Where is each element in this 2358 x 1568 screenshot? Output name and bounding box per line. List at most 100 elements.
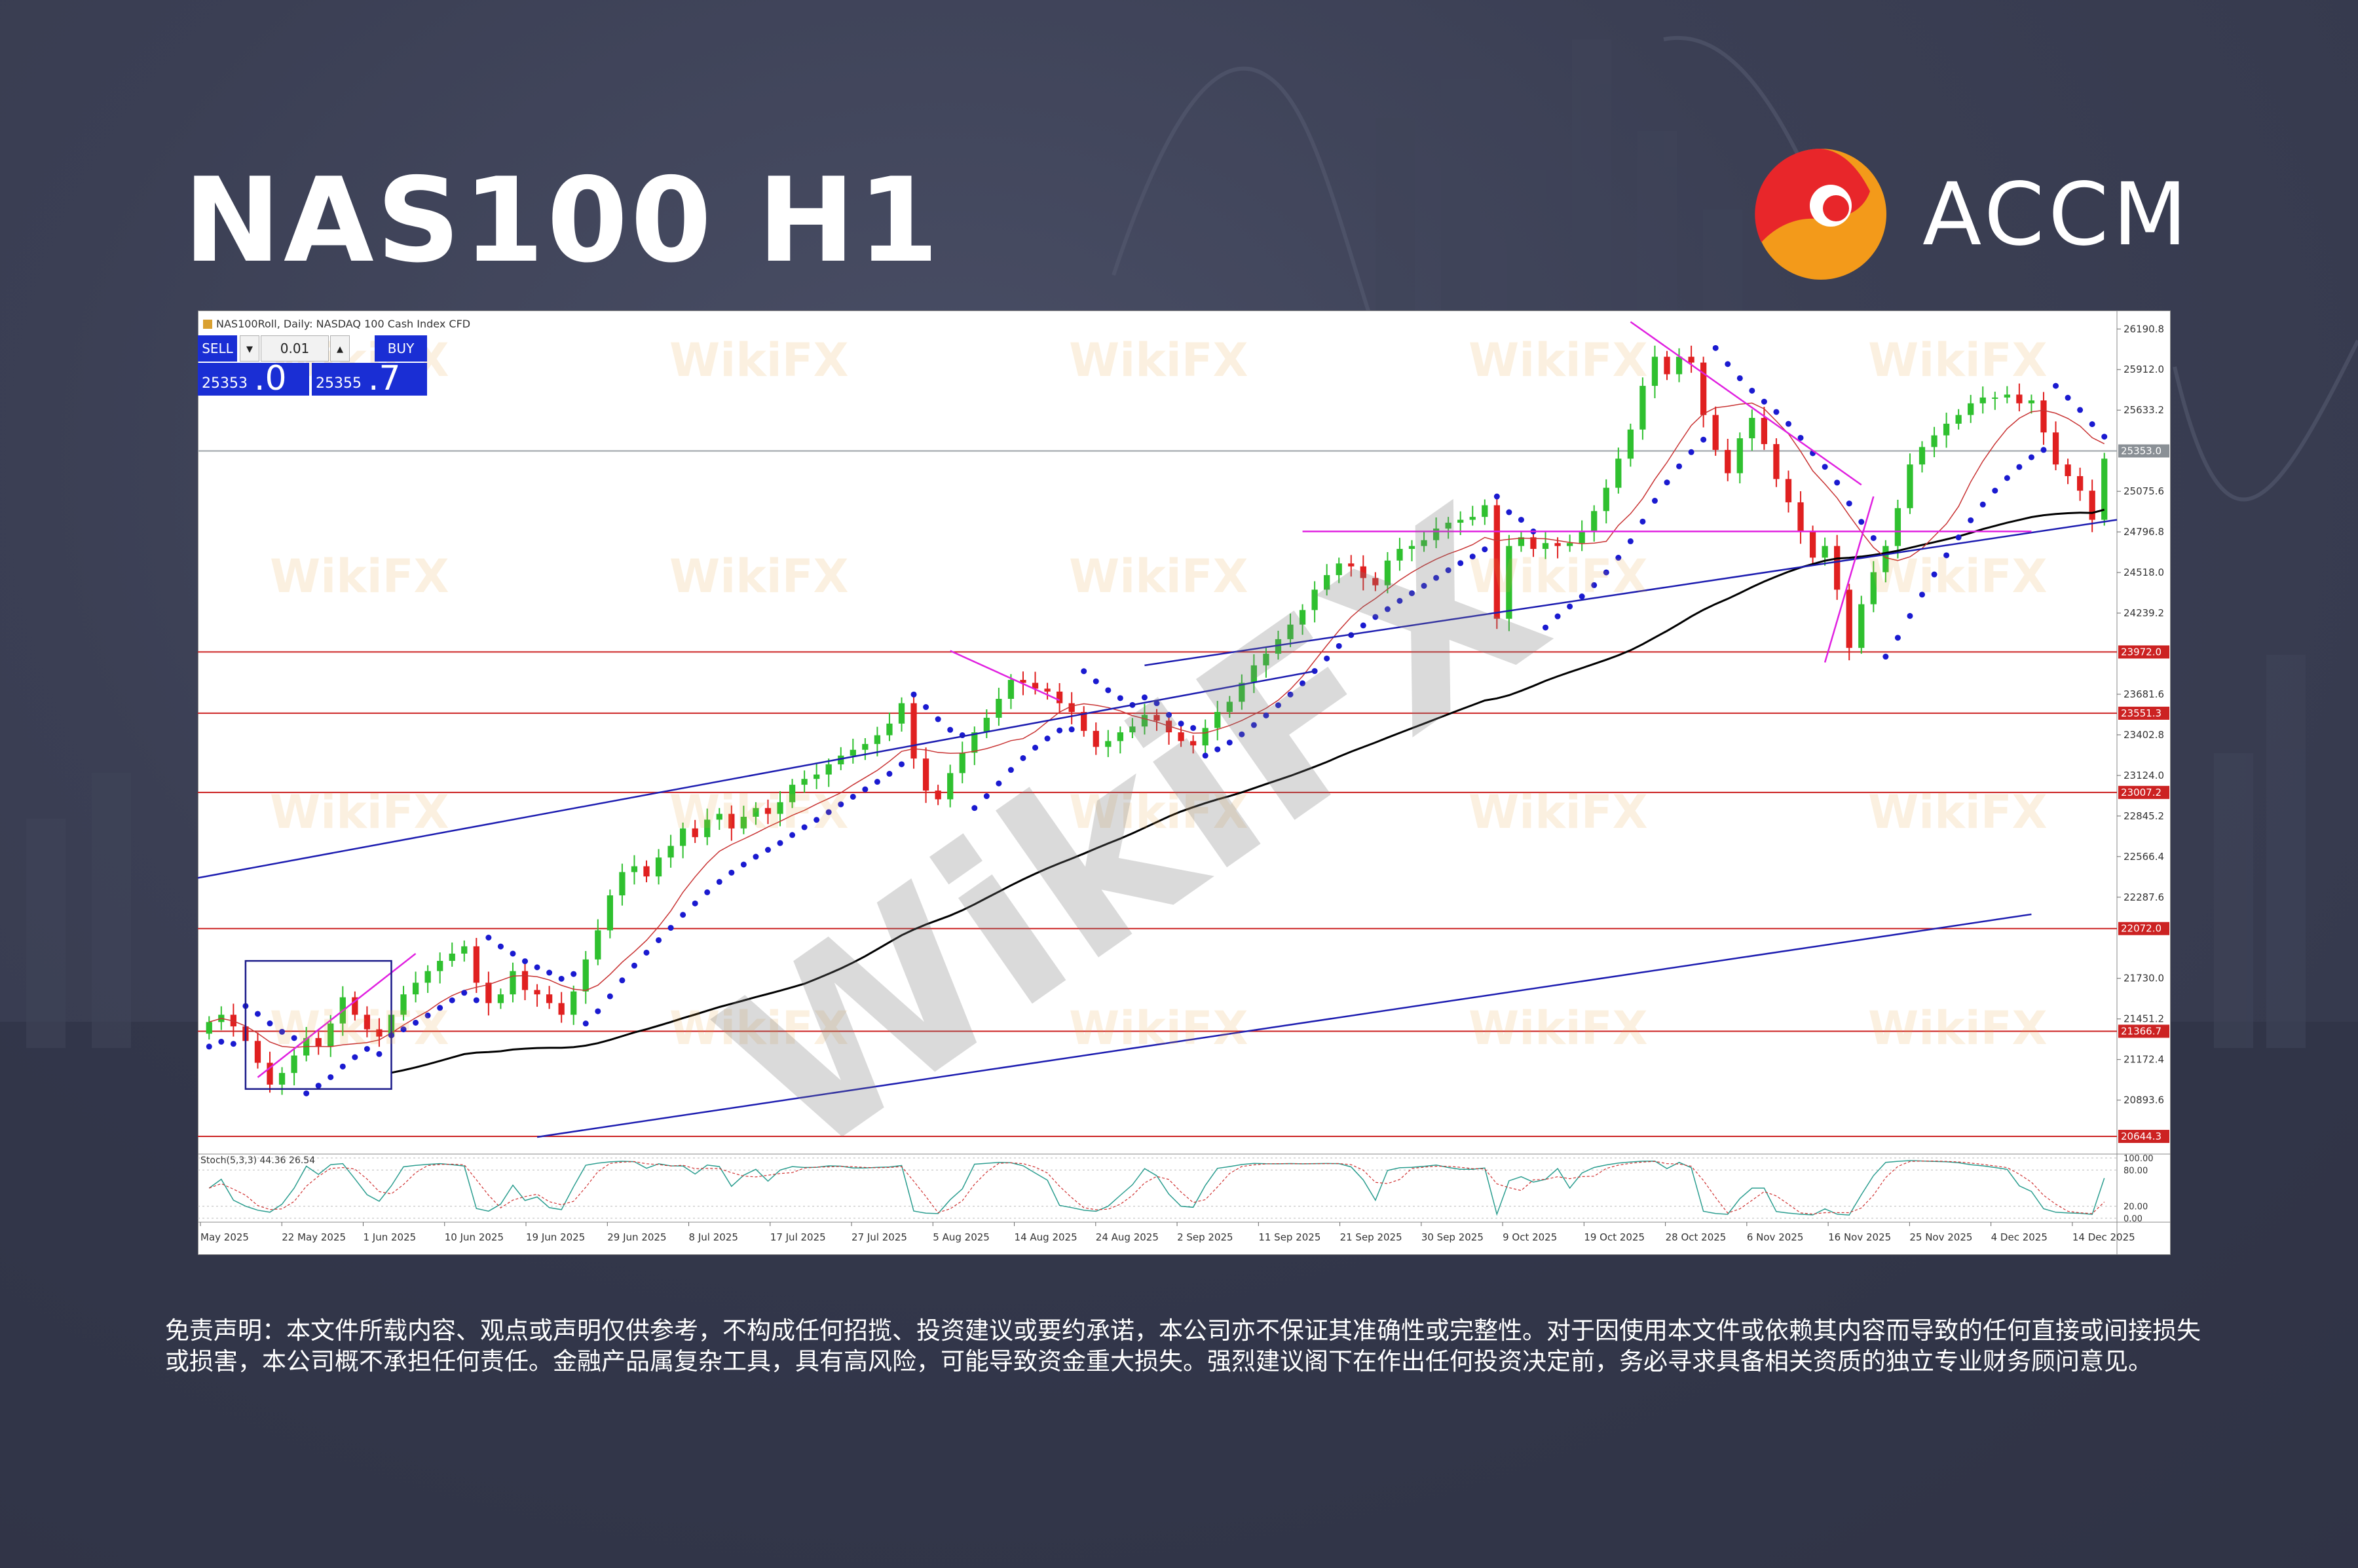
candle-body: [655, 857, 662, 877]
x-tick-label: 5 Aug 2025: [933, 1231, 990, 1243]
candle-body: [1482, 505, 1488, 517]
parabolic-sar-dot: [1700, 436, 1707, 443]
parabolic-sar-dot: [1919, 591, 1926, 598]
sell-button[interactable]: SELL: [198, 335, 237, 362]
candle-body: [643, 866, 650, 877]
lot-up-icon[interactable]: ▴: [330, 335, 350, 362]
stoch-label: Stoch(5,3,3) 44.36 26.54: [200, 1155, 315, 1166]
price-chart: NAS100Roll, Daily: NASDAQ 100 Cash Index…: [198, 310, 2171, 1255]
candle-body: [1007, 680, 1015, 699]
y-tick-label: 22845.2: [2124, 810, 2164, 822]
parabolic-sar-dot: [1117, 695, 1123, 701]
candle-body: [376, 1029, 383, 1037]
parabolic-sar-dot: [704, 889, 711, 895]
buy-button[interactable]: BUY: [375, 335, 427, 362]
parabolic-sar-dot: [740, 861, 747, 868]
candle-body: [1336, 563, 1342, 576]
parabolic-sar-dot: [1615, 555, 1622, 561]
parabolic-sar-dot: [1627, 538, 1634, 544]
parabolic-sar-dot: [1263, 712, 1269, 719]
parabolic-sar-dot: [497, 943, 504, 950]
x-tick-label: 16 Nov 2025: [1828, 1231, 1891, 1243]
parabolic-sar-dot: [1360, 622, 1366, 629]
candle-body: [1627, 429, 1634, 459]
candle-body: [1882, 546, 1889, 572]
watermark-text: WikiFX: [1469, 785, 1648, 839]
candle-body: [1020, 680, 1026, 683]
candle-body: [1360, 566, 1366, 578]
parabolic-sar-dot: [1007, 767, 1014, 774]
parabolic-sar-dot: [1992, 487, 1998, 494]
parabolic-sar-dot: [2077, 407, 2084, 413]
watermark-text: WikiFX: [270, 1001, 449, 1055]
x-tick-label: 25 Nov 2025: [1909, 1231, 1972, 1243]
candle-body: [1457, 519, 1464, 523]
candle-body: [1870, 572, 1877, 605]
candle-body: [1068, 703, 1075, 712]
parabolic-sar-dot: [1311, 668, 1318, 675]
candle-body: [728, 813, 735, 829]
sell-price[interactable]: 25353 .0: [198, 362, 309, 396]
parabolic-sar-dot: [461, 990, 468, 996]
parabolic-sar-dot: [1931, 571, 1937, 578]
parabolic-sar-dot: [1178, 720, 1184, 727]
x-tick-label: 1 Jun 2025: [364, 1231, 417, 1243]
parabolic-sar-dot: [1287, 691, 1294, 698]
candle-body: [996, 698, 1002, 718]
parabolic-sar-dot: [1202, 753, 1208, 759]
y-tick-label: 21451.2: [2124, 1013, 2164, 1025]
candle-body: [1117, 732, 1123, 741]
parabolic-sar-dot: [1409, 590, 1415, 597]
x-tick-label: 8 Jul 2025: [689, 1231, 738, 1243]
candle-body: [1421, 540, 1427, 546]
parabolic-sar-dot: [1324, 655, 1330, 662]
parabolic-sar-dot: [1032, 745, 1039, 751]
parabolic-sar-dot: [1421, 582, 1427, 589]
lot-down-icon[interactable]: ▾: [240, 335, 259, 362]
watermark-text: WikiFX: [1069, 550, 1248, 603]
lot-size-input[interactable]: 0.01: [261, 335, 329, 362]
parabolic-sar-dot: [728, 869, 735, 876]
chart-menu-icon: [203, 320, 212, 329]
candle-body: [1506, 546, 1512, 619]
parabolic-sar-dot: [2016, 464, 2023, 470]
candle-body: [1190, 741, 1197, 746]
x-tick-label: 19 Jun 2025: [526, 1231, 585, 1243]
parabolic-sar-dot: [947, 726, 954, 733]
parabolic-sar-dot: [1396, 597, 1403, 604]
stoch-k-line: [208, 1160, 2105, 1216]
candle-body: [1432, 528, 1440, 540]
buy-price[interactable]: 25355 .7: [312, 362, 427, 396]
watermark-text: WikiFX: [1069, 333, 1248, 387]
candle-body: [704, 819, 711, 838]
parabolic-sar-dot: [619, 977, 626, 984]
candle-body: [315, 1037, 322, 1047]
parabolic-sar-dot: [218, 1038, 225, 1045]
candle-body: [1943, 423, 1950, 436]
candle-body: [571, 991, 577, 1015]
candle-body: [485, 982, 492, 1003]
candle-body: [1493, 505, 1500, 619]
parabolic-sar-dot: [1093, 678, 1099, 684]
candle-body: [1032, 682, 1039, 689]
one-click-trading-panel: SELL ▾ 0.01 ▴ BUY 25353 .0 25355 .7: [198, 335, 427, 396]
parabolic-sar-dot: [1300, 680, 1306, 686]
candle-body: [789, 785, 796, 802]
parabolic-sar-dot: [1372, 614, 1379, 620]
parabolic-sar-dot: [1469, 553, 1476, 560]
candle-body: [1725, 449, 1731, 474]
parabolic-sar-dot: [1943, 552, 1950, 559]
parabolic-sar-dot: [1190, 724, 1197, 731]
stoch-tick-label: 100.00: [2124, 1154, 2154, 1164]
candle-body: [1639, 386, 1646, 430]
candle-body: [2065, 464, 2071, 476]
candle-body: [1907, 464, 1913, 508]
x-tick-label: 2 Sep 2025: [1177, 1231, 1233, 1243]
candle-body: [424, 971, 431, 983]
candle-body: [1858, 604, 1865, 648]
candle-body: [850, 749, 856, 756]
candle-body: [1700, 362, 1707, 415]
brand-name: ACCM: [1922, 164, 2192, 265]
parabolic-sar-dot: [595, 1008, 601, 1015]
parabolic-sar-dot: [328, 1074, 334, 1081]
